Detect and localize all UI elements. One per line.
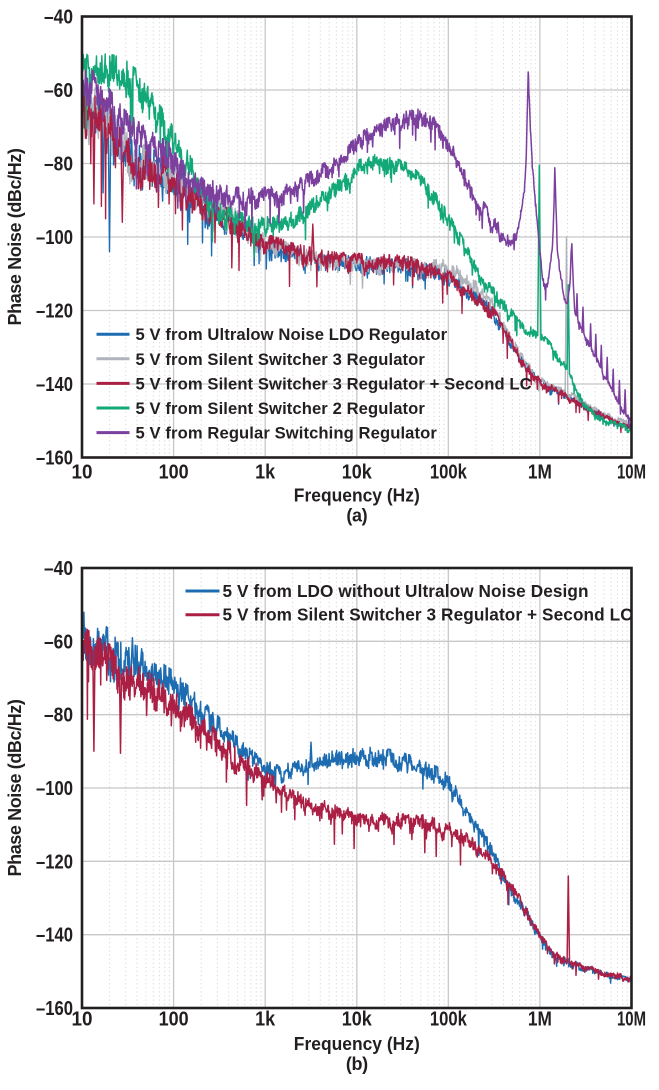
svg-text:10M: 10M: [617, 462, 646, 484]
svg-text:–60: –60: [44, 631, 73, 653]
svg-text:(a): (a): [346, 506, 367, 526]
svg-text:10M: 10M: [617, 1009, 646, 1031]
svg-text:100k: 100k: [430, 1009, 468, 1031]
svg-text:5 V from LDO without Ultralow: 5 V from LDO without Ultralow Noise Desi…: [223, 581, 589, 601]
svg-text:–120: –120: [36, 851, 73, 873]
svg-text:–160: –160: [36, 998, 73, 1020]
svg-text:Frequency (Hz): Frequency (Hz): [294, 486, 420, 506]
svg-text:5 V from Silent Switcher 3 Reg: 5 V from Silent Switcher 3 Regulator + S…: [223, 605, 633, 625]
svg-text:–40: –40: [44, 558, 73, 580]
svg-text:100: 100: [159, 1009, 189, 1031]
svg-text:Phase Noise (dBc/Hz): Phase Noise (dBc/Hz): [5, 148, 25, 325]
svg-text:(b): (b): [346, 1054, 368, 1074]
svg-text:100k: 100k: [430, 462, 468, 484]
svg-text:5 V from Silent Switcher 3 Reg: 5 V from Silent Switcher 3 Regulator + S…: [136, 374, 532, 393]
svg-text:–60: –60: [44, 80, 73, 102]
svg-text:10k: 10k: [342, 462, 373, 484]
svg-text:100: 100: [159, 462, 189, 484]
svg-text:–100: –100: [36, 227, 73, 249]
svg-text:1k: 1k: [255, 462, 276, 484]
svg-text:1M: 1M: [528, 462, 552, 484]
svg-text:Frequency (Hz): Frequency (Hz): [294, 1034, 420, 1054]
svg-text:5 V from Silent Switcher 3 Reg: 5 V from Silent Switcher 3 Regulator: [136, 350, 426, 369]
svg-text:–160: –160: [36, 448, 73, 470]
svg-text:10: 10: [72, 1009, 93, 1031]
svg-text:–80: –80: [44, 705, 73, 727]
svg-text:5 V from Ultralow Noise LDO Re: 5 V from Ultralow Noise LDO Regulator: [136, 325, 448, 344]
svg-text:1k: 1k: [255, 1009, 276, 1031]
svg-text:–80: –80: [44, 154, 73, 176]
svg-text:5 V from Regular Switching Reg: 5 V from Regular Switching Regulator: [136, 424, 438, 443]
svg-text:10: 10: [72, 462, 93, 484]
svg-text:–40: –40: [44, 7, 73, 29]
svg-text:–140: –140: [36, 925, 73, 947]
svg-text:5 V from Silent Switcher 2 Reg: 5 V from Silent Switcher 2 Regulator: [136, 399, 426, 418]
svg-text:–120: –120: [36, 301, 73, 323]
svg-text:10k: 10k: [342, 1009, 373, 1031]
svg-text:Phase Noise (dBc/Hz): Phase Noise (dBc/Hz): [5, 699, 25, 876]
svg-text:1M: 1M: [528, 1009, 552, 1031]
svg-text:–140: –140: [36, 374, 73, 396]
svg-text:–100: –100: [36, 778, 73, 800]
